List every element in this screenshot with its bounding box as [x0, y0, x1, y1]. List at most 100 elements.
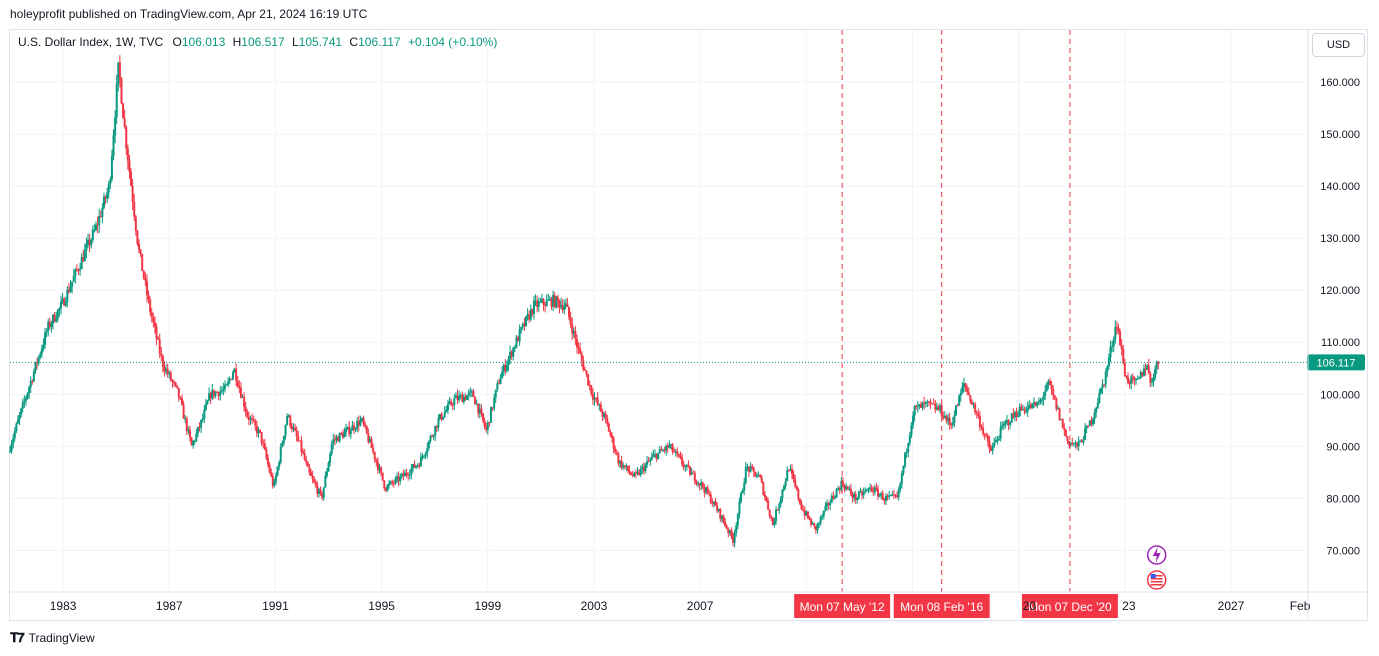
candle-body: [255, 425, 258, 434]
candle-body: [115, 83, 118, 118]
candle-body: [972, 403, 975, 405]
x-tick-label: Feb: [1290, 599, 1311, 613]
candle-body: [900, 473, 903, 484]
candle-body: [919, 404, 922, 408]
us-flag-icon[interactable]: [1146, 570, 1167, 590]
candle-body: [1087, 425, 1090, 427]
lightning-icon[interactable]: [1146, 545, 1167, 565]
candle-body: [1130, 376, 1133, 384]
candle-body: [797, 489, 800, 499]
candle-body: [101, 207, 104, 217]
candle-body: [442, 416, 445, 420]
publisher-line: holeyprofit published on TradingView.com…: [10, 7, 368, 21]
candle-body: [509, 351, 512, 359]
candle-body: [735, 525, 738, 533]
candle-body: [147, 295, 150, 300]
candle-body: [875, 487, 878, 490]
vertical-marker-tag: [1021, 594, 1118, 618]
candle-body: [1034, 402, 1037, 406]
x-tick-label: 23: [1122, 599, 1136, 613]
candle-body: [407, 474, 410, 476]
candle-body: [239, 387, 242, 398]
candle-body: [959, 392, 962, 396]
candle-body: [636, 471, 639, 474]
candle-body: [929, 401, 932, 404]
candle-body: [588, 385, 591, 387]
candle-body: [556, 296, 559, 301]
candle-body: [249, 418, 252, 420]
candle-body: [1146, 365, 1149, 370]
candle-body: [861, 491, 864, 496]
candle-body: [962, 383, 965, 387]
candle-body: [96, 224, 99, 226]
candle-body: [843, 485, 846, 490]
candle-body: [219, 391, 222, 397]
candle-body: [757, 475, 760, 477]
candle-body: [155, 326, 158, 339]
x-tick-label: 2003: [581, 599, 608, 613]
candle-body: [792, 473, 795, 480]
candle-body: [598, 404, 601, 406]
candle-body: [579, 348, 582, 354]
candle-body: [1010, 413, 1013, 423]
candle-body: [42, 344, 45, 349]
candle-body: [747, 466, 750, 472]
candle-body: [1133, 377, 1136, 381]
candle-body: [644, 464, 647, 472]
candle-body: [244, 407, 247, 412]
candle-body: [464, 396, 467, 400]
candle-body: [652, 454, 655, 457]
candle-body: [274, 475, 277, 482]
candle-body: [216, 391, 219, 393]
candle-body: [472, 391, 475, 397]
candle-body: [631, 474, 634, 476]
candle-body: [90, 239, 93, 246]
candle-body: [31, 380, 34, 382]
candle-body: [553, 295, 556, 307]
candle-body: [665, 445, 668, 451]
candle-body: [833, 497, 836, 499]
candle-body: [368, 439, 371, 443]
candle-body: [139, 249, 142, 254]
candle-body: [786, 470, 789, 482]
symbol-title[interactable]: U.S. Dollar Index, 1W, TVC: [18, 35, 164, 49]
candle-body: [607, 423, 610, 432]
candle-body: [897, 489, 900, 498]
vertical-marker-label: Mon 07 Dec '20: [1028, 600, 1112, 614]
candle-body: [34, 362, 37, 372]
ohlc-legend: U.S. Dollar Index, 1W, TVC O106.013 H106…: [18, 35, 497, 49]
candle-body: [966, 387, 969, 393]
candle-body: [499, 378, 502, 384]
candle-body: [204, 404, 207, 410]
candle-body: [677, 454, 680, 456]
candle-body: [456, 395, 459, 401]
candle-body: [526, 314, 529, 317]
candle-body: [604, 413, 607, 418]
candle-body: [192, 441, 195, 446]
candle-body: [870, 487, 873, 491]
candle-body: [1109, 346, 1112, 358]
candle-body: [136, 230, 139, 244]
candle-body: [746, 466, 749, 468]
candle-body: [279, 446, 282, 463]
candle-body: [673, 451, 676, 453]
candle-body: [568, 306, 571, 317]
candle-body: [620, 460, 623, 468]
tradingview-logo[interactable]: 𝐓𝟕 TradingView: [10, 630, 95, 646]
candle-body: [837, 488, 840, 490]
candle-body: [1098, 392, 1101, 403]
candle-body: [674, 451, 677, 453]
candle-body: [789, 468, 792, 471]
candle-body: [496, 383, 499, 390]
currency-button[interactable]: USD: [1312, 33, 1365, 57]
candle-body: [257, 429, 260, 434]
candle-body: [749, 466, 752, 472]
candle-body: [883, 499, 886, 501]
candle-body: [529, 309, 532, 320]
y-tick-label: 70.000: [1326, 545, 1360, 557]
candle-body: [388, 483, 391, 486]
candle-body: [826, 503, 829, 507]
candle-body: [396, 476, 399, 479]
candle-body: [15, 423, 18, 432]
